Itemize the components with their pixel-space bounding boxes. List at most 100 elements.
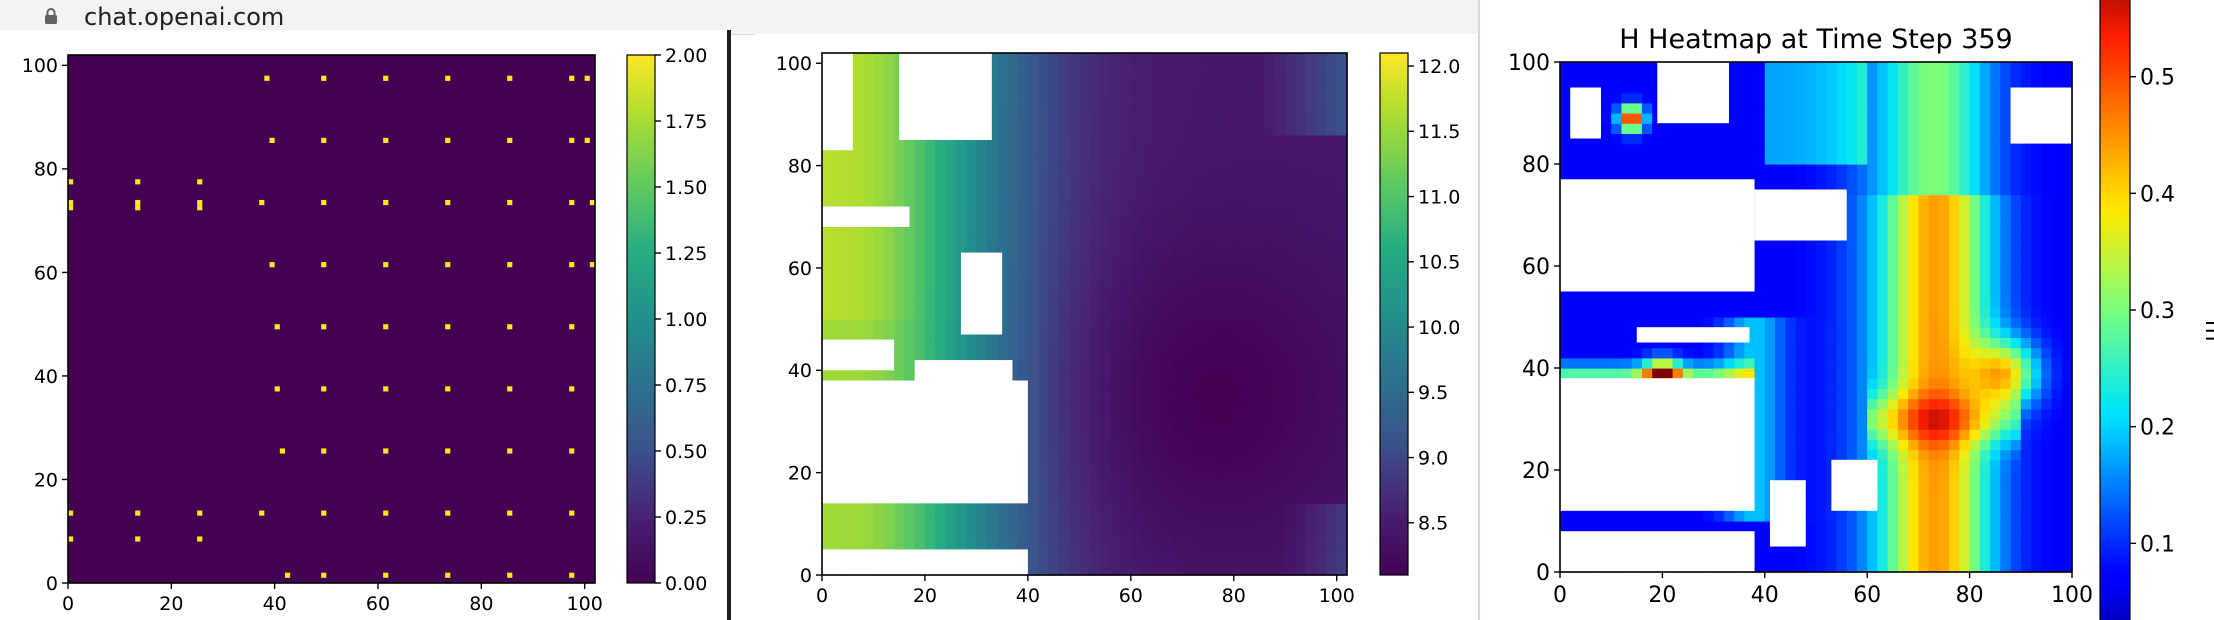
chart2-cell [1223,237,1235,249]
chart3-cell [1560,102,1571,114]
chart3-cell [1969,204,1981,216]
chart2-cell [1316,145,1328,156]
chart3-cell [2000,225,2012,236]
chart3-cell [1775,398,1786,410]
chart3-cell [1887,113,1899,124]
chart2-cell [1151,513,1163,525]
chart2-cell [1120,493,1132,504]
chart3-cell [1693,368,1704,379]
chart3-cell [1775,347,1786,359]
chart2-cell [1244,441,1255,453]
chart3-cell [1918,439,1930,451]
chart2-cell [1141,114,1153,126]
chart2-cell [1099,411,1111,423]
chart2-cell [1038,165,1050,177]
chart2-cell [1110,503,1122,515]
chart3-cell [1897,510,1909,522]
browser-url[interactable]: chat.openai.com [84,3,285,31]
chart2-cell [1120,564,1132,576]
chart3-cell [1805,357,1817,369]
chart3-cell [1590,153,1602,165]
chart2-cell [924,267,936,279]
chart2-cell [1110,53,1122,64]
chart3-cell [1949,500,1960,512]
chart1-point [68,510,74,516]
chart3-cell [1856,439,1868,451]
chart2-cell [1069,462,1080,474]
chart2-cell [1223,196,1235,208]
chart3-cell [1570,347,1582,359]
chart3-cell [1856,296,1868,308]
chart3-cell [1908,123,1919,134]
chart2-cell [1192,186,1204,197]
chart2-cell [1182,237,1194,249]
chart2-cell [1120,431,1132,443]
chart2-cell [945,216,957,228]
chart3-cell [1560,306,1571,318]
chart2-cell [935,165,947,177]
chart3-cell [1744,113,1756,124]
chart3-cell [1723,368,1735,379]
chart2-cell [1058,53,1070,64]
chart2-cell [1305,513,1317,525]
chart3-cell [1979,62,1991,73]
chart2-cell [852,196,864,208]
chart2-cell [1130,513,1142,525]
chart3-cell [1908,398,1919,410]
chart2-cell [1048,523,1060,535]
chart3-cell [1877,225,1889,236]
chart3-cell [1969,184,1981,196]
chart2-cell [842,186,854,197]
chart3-cell [1836,266,1848,277]
chart2-cell [935,134,947,146]
chart2-cell [1254,462,1266,474]
chart3-cell [1928,194,1940,206]
chart3-cell [1826,102,1838,114]
chart2-cell [1079,401,1091,412]
chart2-cell [894,360,905,371]
chart3-cell [1969,143,1981,155]
chart3-cell [1621,102,1633,114]
chart2-cell [1058,298,1070,310]
chart3-cell [1877,204,1889,216]
chart2-cell [1120,114,1132,126]
chart2-cell [1305,237,1317,249]
chart2-cell [945,523,957,535]
chart3-cell [1723,164,1735,175]
chart2-cell [1202,523,1214,535]
chart3-cell [1959,215,1971,226]
chart2-mask [822,206,910,227]
chart2-cell [1120,462,1132,474]
chart3-cell [1887,72,1899,83]
chart3-cell [1897,72,1909,83]
chart3-cell [1836,378,1848,389]
chart2-cell [1079,411,1091,423]
chart3-cell [1990,317,2001,328]
chart2-cell [1038,206,1050,218]
chart2-cell [1274,493,1286,504]
chart3-cell [1928,92,1940,104]
chart2-cell [1172,411,1183,423]
browser-address-bar[interactable]: chat.openai.com [0,0,1480,35]
chart2-cell [1244,554,1255,566]
chart3-cell [1713,286,1725,298]
chart2-cell [1007,216,1019,228]
chart2-cell [1079,267,1091,279]
chart2-cell [1120,308,1132,320]
chart3-cell [1969,164,1981,175]
chart3-cell [1611,72,1623,83]
chart2-cell [1017,370,1029,382]
chart3-cell [1969,82,1981,94]
chart3-cell [1775,449,1786,461]
chart2-cell [1233,401,1245,412]
chart3-cell [1877,470,1889,481]
chart2-cell [1326,349,1338,361]
chart3-cell [1816,82,1827,94]
chart2-cell [1326,319,1338,330]
chart3-cell [1990,204,2001,216]
chart2-cell [1089,134,1101,146]
chart2-cell [914,288,926,300]
chart3-cell [1672,337,1684,349]
chart2-cell [914,155,926,167]
chart2-cell [1048,155,1060,167]
